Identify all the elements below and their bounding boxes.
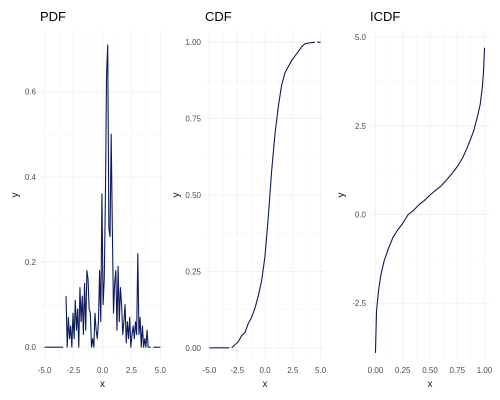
icdf-series bbox=[374, 47, 486, 353]
icdf-x-tick-labels: 0.00 0.25 0.50 0.75 1.00 bbox=[368, 366, 493, 375]
cdf-y-tick-label: 0.75 bbox=[185, 115, 201, 124]
cdf-x-axis-title: x bbox=[263, 379, 268, 390]
icdf-x-tick-label: 1.00 bbox=[477, 366, 493, 375]
pdf-series-line-1 bbox=[65, 44, 151, 348]
icdf-y-tick-label: 2.5 bbox=[355, 122, 367, 131]
cdf-y-tick-label: 0.00 bbox=[185, 344, 201, 353]
cdf-x-tick-label: 0.0 bbox=[259, 366, 271, 375]
icdf-x-tick-label: 0.50 bbox=[422, 366, 438, 375]
cdf-y-axis-title: y bbox=[171, 193, 182, 198]
cdf-title: CDF bbox=[205, 9, 232, 24]
pdf-y-tick-label: 0.4 bbox=[25, 173, 37, 182]
pdf-grid bbox=[40, 30, 165, 360]
icdf-x-axis-title: x bbox=[428, 379, 433, 390]
cdf-x-tick-label: -5.0 bbox=[203, 366, 217, 375]
cdf-x-tick-label: -2.5 bbox=[230, 366, 244, 375]
pdf-x-axis-title: x bbox=[100, 379, 105, 390]
cdf-y-tick-label: 0.25 bbox=[185, 267, 201, 276]
cdf-grid bbox=[205, 30, 325, 360]
pdf-y-tick-label: 0.6 bbox=[25, 88, 37, 97]
pdf-panel: -5.0 -2.5 0.0 2.5 5.0 0.0 0.2 0.4 0.6 PDF x y bbox=[10, 9, 166, 390]
icdf-series-line-0 bbox=[374, 47, 486, 353]
icdf-panel: 0.00 0.25 0.50 0.75 1.00 -2.50.02.55.0 ICDF … bbox=[336, 9, 493, 390]
pdf-y-axis-title: y bbox=[10, 193, 21, 198]
icdf-title: ICDF bbox=[370, 9, 400, 24]
pdf-y-tick-labels: 0.0 0.2 0.4 0.6 bbox=[25, 88, 37, 352]
pdf-series bbox=[44, 44, 161, 348]
pdf-x-tick-labels: -5.0 -2.5 0.0 2.5 5.0 bbox=[38, 366, 167, 375]
cdf-x-tick-label: 5.0 bbox=[315, 366, 327, 375]
icdf-grid bbox=[370, 30, 490, 360]
cdf-x-tick-label: 2.5 bbox=[287, 366, 299, 375]
icdf-y-tick-label: 0.0 bbox=[355, 211, 367, 220]
pdf-x-tick-label: -5.0 bbox=[38, 366, 52, 375]
icdf-y-axis-title: y bbox=[336, 193, 347, 198]
pdf-x-tick-label: 5.0 bbox=[155, 366, 167, 375]
icdf-y-tick-label: -2.5 bbox=[352, 299, 366, 308]
cdf-x-tick-labels: -5.0 -2.5 0.0 2.5 5.0 bbox=[203, 366, 327, 375]
pdf-x-tick-label: -2.5 bbox=[67, 366, 81, 375]
cdf-y-tick-labels: 0.00 0.25 0.50 0.75 1.00 bbox=[185, 38, 201, 353]
pdf-x-tick-label: 2.5 bbox=[126, 366, 138, 375]
icdf-x-tick-label: 0.25 bbox=[395, 366, 411, 375]
cdf-series bbox=[209, 41, 321, 349]
pdf-title: PDF bbox=[40, 9, 66, 24]
cdf-y-tick-label: 0.50 bbox=[185, 191, 201, 200]
cdf-series-line-1 bbox=[231, 41, 316, 349]
pdf-y-tick-label: 0.2 bbox=[25, 258, 37, 267]
cdf-panel: -5.0 -2.5 0.0 2.5 5.0 0.00 0.25 0.50 0.75 1.00 C… bbox=[171, 9, 327, 390]
pdf-x-tick-label: 0.0 bbox=[97, 366, 109, 375]
cdf-y-tick-label: 1.00 bbox=[185, 38, 201, 47]
icdf-x-tick-label: 0.75 bbox=[449, 366, 465, 375]
pdf-y-tick-label: 0.0 bbox=[25, 343, 37, 352]
icdf-y-tick-labels: -2.5 0.0 2.5 5.0 bbox=[352, 33, 366, 308]
icdf-x-tick-label: 0.00 bbox=[368, 366, 384, 375]
icdf-y-tick-label: 5.0 bbox=[355, 33, 367, 42]
